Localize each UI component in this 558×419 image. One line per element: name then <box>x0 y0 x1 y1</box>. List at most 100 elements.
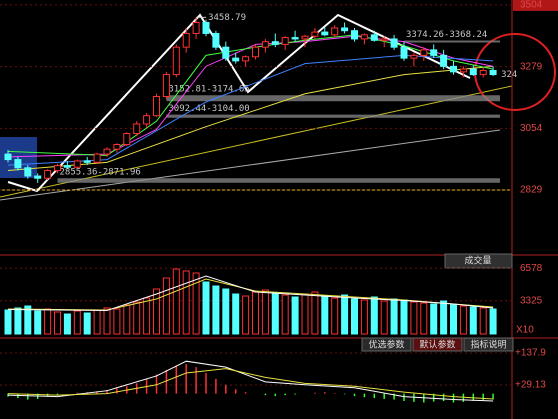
candle-body <box>162 74 170 98</box>
volume-bar <box>162 277 170 335</box>
volume-bar <box>212 285 220 335</box>
volume-bar <box>192 272 200 335</box>
indicator-tab[interactable] <box>412 337 463 352</box>
volume-bar <box>24 305 32 335</box>
ma-line <box>7 54 494 166</box>
indicator-tab-label: 默认参数 <box>419 339 455 351</box>
support-zone <box>57 178 500 183</box>
candle-body <box>202 21 210 34</box>
volume-unit: X10 <box>516 325 534 336</box>
candle-body <box>291 37 299 40</box>
volume-bar <box>380 300 388 335</box>
candle-body <box>459 68 467 73</box>
volume-bar <box>103 307 111 335</box>
candle-body <box>370 34 378 41</box>
zone-label: 2855.36-2871.96 <box>60 168 141 178</box>
volume-bar <box>133 301 141 335</box>
volume-bar <box>123 304 131 335</box>
candle-body <box>24 167 32 177</box>
volume-bar <box>4 309 12 335</box>
volume-bar <box>252 291 259 335</box>
candle-body <box>469 68 477 76</box>
volume-bar <box>113 308 121 335</box>
candle-body <box>44 170 52 179</box>
ma-line <box>7 34 494 156</box>
candle-body <box>430 49 438 56</box>
macd-line <box>7 368 494 400</box>
candle-body <box>54 165 61 172</box>
indicator-tab-label: 优选参数 <box>368 339 404 351</box>
candle-body <box>311 31 319 37</box>
candle-body <box>281 37 289 45</box>
volume-bar <box>291 296 299 335</box>
volume-bar <box>301 293 309 335</box>
volume-bar <box>54 311 61 335</box>
volume-ma-line <box>7 275 494 312</box>
candle-body <box>351 30 358 40</box>
volume-bar <box>360 299 368 335</box>
y-tick-label: +29.13 <box>515 380 546 391</box>
candle-body <box>360 34 368 40</box>
volume-bar <box>459 305 467 335</box>
candle-body <box>380 38 388 41</box>
candle-body <box>420 49 428 56</box>
candle-body <box>400 46 408 59</box>
volume-bar <box>63 313 71 335</box>
volume-bar <box>370 296 378 335</box>
volume-bar <box>450 304 457 335</box>
candle-body <box>331 27 339 36</box>
volume-bar <box>410 301 418 335</box>
volume-bar <box>430 303 438 335</box>
y-tick-label: 3279 <box>520 61 543 72</box>
candle-body <box>390 38 398 48</box>
tick-box <box>513 0 558 11</box>
volume-bar <box>232 293 240 335</box>
volume-bar <box>400 299 408 335</box>
candle-body <box>83 160 91 163</box>
volume-bar <box>261 289 269 335</box>
candle-body <box>123 133 131 145</box>
volume-bar <box>311 291 319 335</box>
volume-bar <box>182 270 190 335</box>
volume-bar <box>351 298 358 335</box>
zone-label: 3092.44-3104.00 <box>168 104 249 114</box>
volume-bar <box>14 307 22 335</box>
candle-body <box>261 41 269 48</box>
trend-line <box>0 129 501 201</box>
candle-body <box>212 32 220 48</box>
volume-bar <box>93 309 101 335</box>
indicator-tab[interactable] <box>463 337 514 352</box>
volume-bar <box>172 268 180 335</box>
volume-tab[interactable] <box>444 253 513 269</box>
candle-body <box>222 46 230 59</box>
candle-body <box>34 175 42 179</box>
volume-bar <box>73 310 81 335</box>
indicator-tab-label: 指标说明 <box>470 339 506 351</box>
candle-body <box>489 69 497 76</box>
volume-bar <box>489 308 497 335</box>
candle-body <box>4 153 12 161</box>
y-tick-label: 3054 <box>520 123 543 134</box>
volume-bar <box>34 310 42 335</box>
candle-body <box>232 57 240 62</box>
volume-bar <box>242 295 250 335</box>
zone-label: 3152.81-3174.65 <box>168 85 249 95</box>
volume-bar <box>420 302 428 335</box>
volume-bar <box>321 295 329 335</box>
volume-bar <box>479 307 487 335</box>
support-zone <box>166 114 500 118</box>
volume-bar <box>222 288 230 335</box>
candle-body <box>143 115 151 125</box>
candle-body <box>450 65 457 73</box>
annotation-label: 3458.79 <box>208 13 246 23</box>
volume-title: 成交量 <box>464 255 491 267</box>
support-zone <box>166 95 500 102</box>
volume-bar <box>44 308 52 335</box>
indicator-tab[interactable] <box>361 337 412 352</box>
volume-bar <box>202 281 210 335</box>
candle-body <box>133 123 141 135</box>
y-tick-label: 3325 <box>520 295 543 306</box>
volume-bar <box>271 292 279 335</box>
candle-body <box>73 160 81 168</box>
